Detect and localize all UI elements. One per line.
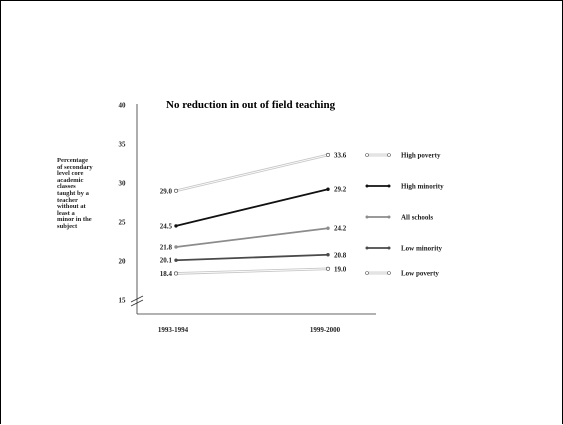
- y-tick-labels: 15 20 25 30 35 40: [119, 102, 127, 305]
- x-tick-labels: 1993-1994 1999-2000: [158, 326, 341, 334]
- chart-title: No reduction in out of field teaching: [166, 99, 336, 111]
- data-label: 21.8: [160, 243, 173, 251]
- y-tick-label: 25: [119, 219, 127, 227]
- data-point: [173, 271, 179, 276]
- legend-marker: [387, 246, 391, 250]
- x-tick-label: 1999-2000: [310, 326, 341, 334]
- data-point: [174, 258, 178, 262]
- y-tick-label: 35: [119, 141, 127, 149]
- data-label: 19.0: [334, 265, 347, 273]
- data-point: [173, 188, 179, 193]
- y-axis-label-line: subject: [57, 222, 78, 230]
- y-tick-label: 15: [119, 297, 127, 305]
- y-tick-label: 30: [119, 180, 127, 188]
- series-line: [175, 269, 329, 275]
- y-tick-label: 40: [119, 102, 127, 110]
- y-axis-label-line: academic: [57, 176, 84, 184]
- legend-label: Low poverty: [401, 270, 439, 278]
- series-line: [175, 188, 329, 227]
- y-axis-label-line: taught by a: [57, 189, 89, 197]
- y-axis-label-line: least a: [57, 209, 75, 217]
- data-label: 24.2: [334, 225, 347, 233]
- y-tick-label: 20: [119, 258, 127, 266]
- data-point: [326, 226, 330, 230]
- y-axis-label-line: Percentage: [57, 157, 88, 164]
- data-point: [325, 266, 331, 271]
- legend: High poverty High minority All schools Low …: [365, 152, 444, 278]
- legend-label: High poverty: [401, 152, 441, 160]
- data-point: [326, 187, 330, 191]
- legend-marker: [387, 271, 391, 275]
- data-point: [325, 152, 331, 157]
- series-line: [175, 155, 329, 193]
- y-axis-label-line: teacher: [57, 196, 78, 204]
- axis-break-mark: [130, 299, 144, 307]
- data-point: [174, 245, 178, 249]
- data-label: 20.1: [160, 257, 173, 265]
- legend-marker: [387, 215, 391, 219]
- legend-marker: [387, 153, 391, 157]
- axis-break-icon: [130, 295, 144, 307]
- series-line: [175, 153, 329, 191]
- y-axis-label-line: classes: [57, 183, 76, 191]
- y-axis-label-line: of secondary: [57, 163, 93, 171]
- y-axis-label-line: minor in the: [57, 216, 92, 224]
- legend-label: Low minority: [401, 245, 443, 253]
- series-line: [175, 227, 329, 248]
- legend-marker: [365, 246, 369, 250]
- legend-marker: [365, 271, 369, 275]
- data-label: 29.0: [160, 187, 173, 195]
- legend-label: All schools: [401, 214, 433, 222]
- y-axis-label-line: without at: [57, 203, 86, 211]
- legend-marker: [365, 184, 369, 188]
- legend-marker: [365, 215, 369, 219]
- legend-label: High minority: [401, 183, 444, 191]
- series-line: [175, 267, 329, 274]
- legend-marker: [365, 153, 369, 157]
- data-labels: 29.0 33.6 24.5 29.2 21.8 24.2 20.1 20.8 18.4 19.0: [160, 151, 347, 278]
- data-label: 18.4: [160, 270, 173, 278]
- axis-break-mark: [130, 295, 144, 303]
- legend-marker: [387, 184, 391, 188]
- series-lines: [173, 152, 331, 276]
- y-axis-label-line: level core: [57, 170, 84, 178]
- data-label: 24.5: [160, 222, 173, 230]
- data-point: [326, 253, 330, 257]
- series-line: [175, 253, 329, 262]
- data-label: 29.2: [334, 186, 347, 194]
- data-label: 20.8: [334, 251, 347, 259]
- data-point: [174, 224, 178, 228]
- x-tick-label: 1993-1994: [158, 326, 189, 334]
- y-axis-label: Percentage of secondary level core acade…: [57, 157, 119, 231]
- data-label: 33.6: [334, 151, 347, 159]
